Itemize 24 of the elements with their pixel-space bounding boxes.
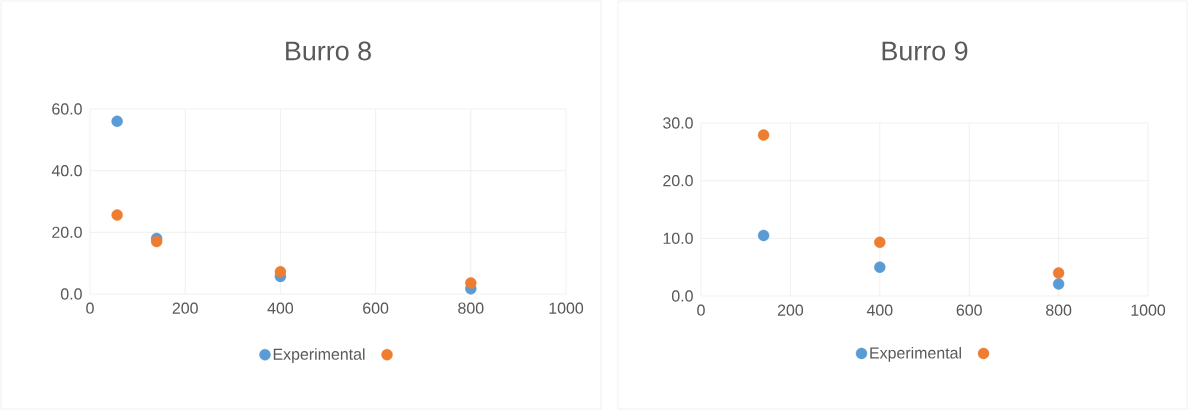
legend-label: Experimental xyxy=(870,346,961,362)
x-tick-label: 600 xyxy=(363,302,389,314)
legend-label: Experimental xyxy=(273,348,365,363)
y-tick-label: 40.0 xyxy=(51,165,82,177)
x-tick-label: 800 xyxy=(1046,304,1072,316)
x-tick-label: 200 xyxy=(777,304,804,316)
y-tick-label: 20.0 xyxy=(52,226,82,238)
x-tick-label: 0 xyxy=(86,302,94,314)
y-tick-label: 60.0 xyxy=(52,103,82,115)
y-tick-label: 0.0 xyxy=(60,288,82,300)
x-tick-label: 400 xyxy=(267,302,294,314)
y-tick-label: 10.0 xyxy=(663,232,693,244)
x-tick-label: 1000 xyxy=(1131,304,1166,316)
chart-title: Burro 8 xyxy=(286,41,371,61)
chart-title: Burro 9 xyxy=(882,41,968,61)
x-tick-label: 400 xyxy=(866,304,893,316)
y-tick-label: 20.0 xyxy=(663,175,693,187)
x-tick-label: 200 xyxy=(172,302,198,314)
y-tick-label: 0.0 xyxy=(671,290,693,302)
x-tick-label: 800 xyxy=(458,302,484,314)
x-tick-label: 600 xyxy=(956,304,982,316)
x-tick-label: 1000 xyxy=(549,302,584,314)
y-tick-label: 30.0 xyxy=(663,117,693,129)
x-tick-label: 0 xyxy=(697,304,705,316)
